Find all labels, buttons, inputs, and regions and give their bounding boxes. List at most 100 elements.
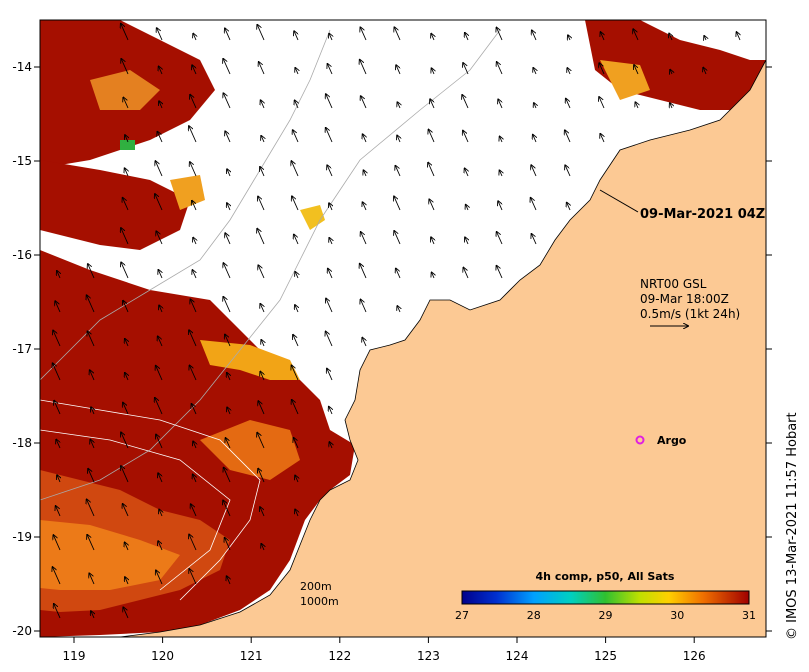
current-arrow <box>703 68 706 75</box>
current-arrow <box>227 576 230 585</box>
current-arrow <box>192 270 196 279</box>
current-arrow <box>295 476 298 483</box>
current-arrow <box>670 103 672 108</box>
current-arrow <box>156 570 163 585</box>
current-arrow <box>155 194 163 211</box>
current-arrow <box>123 198 129 211</box>
current-arrow <box>534 103 536 108</box>
current-arrow <box>261 100 264 109</box>
current-arrow <box>295 272 298 279</box>
current-arrow <box>568 35 570 40</box>
current-arrow <box>532 30 537 41</box>
current-arrow <box>189 569 197 585</box>
current-arrow <box>362 338 366 347</box>
current-arrow <box>432 68 435 75</box>
current-arrow <box>293 130 299 143</box>
x-tick-label: 121 <box>240 649 263 663</box>
current-arrow <box>431 34 434 41</box>
current-arrow <box>125 135 128 143</box>
current-arrow <box>463 268 469 279</box>
current-arrow <box>327 165 333 177</box>
current-arrow <box>364 170 367 177</box>
current-arrow <box>428 163 435 177</box>
current-arrow <box>261 340 264 347</box>
current-arrow <box>90 440 94 449</box>
current-arrow <box>121 228 129 245</box>
current-arrow <box>704 36 706 40</box>
current-arrow <box>121 432 129 449</box>
current-arrow <box>157 28 163 41</box>
current-arrow <box>600 134 604 143</box>
current-arrow <box>53 363 61 381</box>
x-axis: 119 120 121 122 123 124 125 126 <box>63 637 706 663</box>
current-arrow <box>125 339 128 347</box>
current-arrow <box>465 168 468 177</box>
current-arrow <box>223 501 231 517</box>
current-arrow <box>429 199 435 211</box>
y-tick-label: -19 <box>12 530 32 544</box>
current-arrow <box>497 28 503 41</box>
current-arrow <box>259 62 265 75</box>
current-arrow <box>465 33 468 41</box>
depth-legend-1000: 1000m <box>300 595 339 608</box>
colorbar <box>461 590 750 605</box>
current-arrow <box>123 301 129 313</box>
current-arrow <box>599 63 605 75</box>
current-arrow <box>500 170 503 177</box>
current-arrow <box>293 335 299 347</box>
current-arrow <box>227 169 230 177</box>
argo-marker <box>635 435 645 445</box>
current-arrow <box>601 32 605 41</box>
current-arrow <box>125 577 128 585</box>
current-arrow <box>329 34 332 41</box>
x-tick-label: 122 <box>328 649 351 663</box>
current-arrow <box>294 438 299 449</box>
current-arrow <box>193 238 196 245</box>
current-arrow <box>227 203 230 211</box>
current-arrow <box>260 507 265 517</box>
current-scale-label: 0.5m/s (1kt 24h) <box>640 307 740 321</box>
current-arrow <box>159 305 162 313</box>
argo-label: Argo <box>657 434 687 447</box>
current-arrow <box>56 506 61 517</box>
current-arrow <box>156 435 163 449</box>
x-tick-label: 119 <box>63 649 86 663</box>
current-arrow <box>326 299 333 313</box>
current-arrow <box>497 266 503 279</box>
current-arrow <box>125 542 128 551</box>
current-arrow <box>158 336 163 347</box>
current-arrow <box>54 604 61 619</box>
current-arrow <box>193 475 196 483</box>
current-arrow <box>57 475 60 483</box>
current-arrow <box>394 196 401 211</box>
current-arrow <box>328 269 333 279</box>
current-arrow <box>158 473 163 483</box>
current-arrow <box>223 93 231 109</box>
current-arrow <box>223 59 231 75</box>
y-axis: -14 -15 -16 -17 -18 -19 -20 <box>12 60 772 638</box>
y-tick-label: -14 <box>12 60 32 74</box>
current-arrow <box>88 264 95 279</box>
current-arrow <box>227 407 230 415</box>
colorbar-title: 4h comp, p50, All Sats <box>536 570 675 583</box>
current-arrow <box>225 131 231 143</box>
current-arrow <box>55 301 61 313</box>
current-arrow <box>531 165 537 177</box>
current-arrow <box>498 201 503 211</box>
current-arrow <box>125 373 128 381</box>
current-arrow <box>257 25 265 41</box>
current-arrow <box>669 34 672 41</box>
current-arrow <box>156 231 163 245</box>
current-arrow <box>257 229 265 245</box>
current-arrow <box>87 295 95 313</box>
current-arrow <box>190 299 197 313</box>
current-arrow <box>329 238 332 245</box>
current-arrow <box>500 137 502 143</box>
current-arrow <box>295 68 298 75</box>
current-arrow <box>125 168 128 177</box>
current-arrow <box>123 504 129 517</box>
current-arrow <box>497 232 503 245</box>
current-arrow <box>329 407 332 415</box>
current-arrow <box>57 271 60 279</box>
current-arrow <box>159 101 162 109</box>
